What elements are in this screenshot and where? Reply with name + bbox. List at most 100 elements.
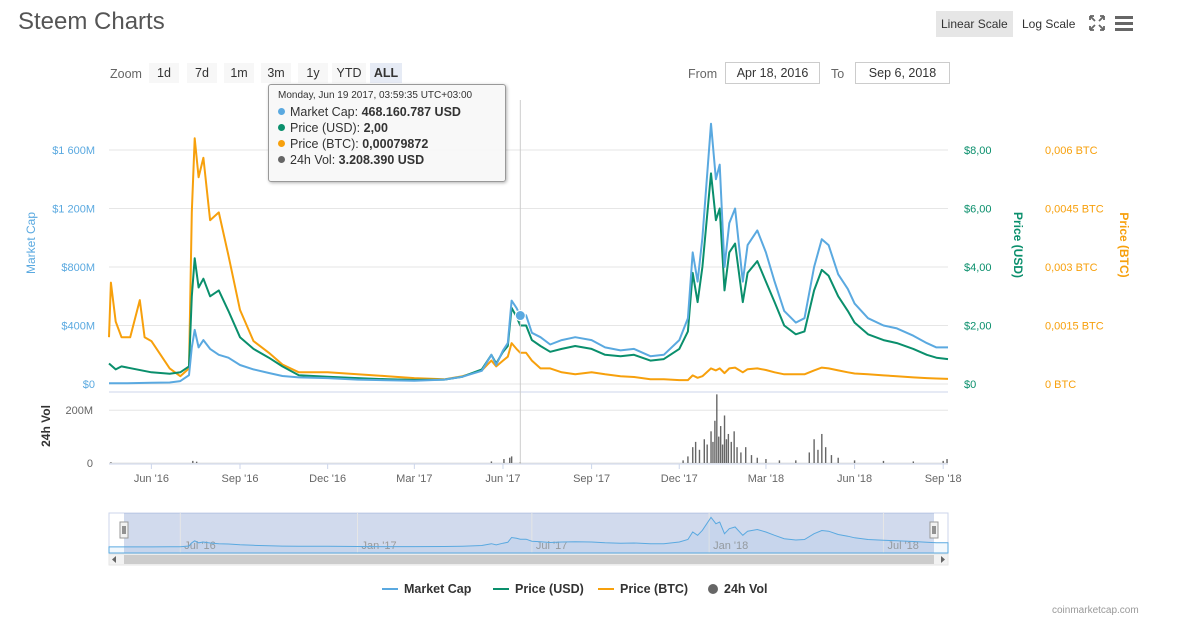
volume-bar <box>490 461 493 463</box>
to-date-input[interactable]: Sep 6, 2018 <box>855 62 950 84</box>
market-cap-tick-label: $1 600M <box>52 145 95 157</box>
zoom-button-7d[interactable]: 7d <box>187 63 217 83</box>
page-title: Steem Charts <box>18 8 165 35</box>
legend-label: 24h Vol <box>724 582 768 596</box>
volume-bar <box>778 460 781 463</box>
volume-bar <box>821 433 823 463</box>
volume-bar <box>110 462 112 463</box>
legend-label: Market Cap <box>404 582 472 596</box>
scrollbar-thumb[interactable] <box>124 555 934 564</box>
zoom-label: Zoom <box>110 67 142 81</box>
volume-bar <box>745 447 747 463</box>
price-usd-dot-icon <box>278 124 285 132</box>
series-line-price-usd <box>108 172 949 381</box>
navigator-tick-label: Jan '17 <box>362 540 397 552</box>
tooltip-value: 2,00 <box>363 121 388 135</box>
legend-item[interactable]: 24h Vol <box>708 581 768 597</box>
volume-bar <box>733 431 735 463</box>
log-scale-button[interactable]: Log Scale <box>1022 17 1076 31</box>
volume-bar <box>830 455 833 463</box>
linear-scale-button[interactable]: Linear Scale <box>936 11 1013 37</box>
volume-bar <box>942 460 944 463</box>
price-btc-tick-label: 0 BTC <box>1045 379 1076 391</box>
tooltip-market-cap: Market Cap: 468.160.787 USD <box>278 105 461 120</box>
price-btc-tick-label: 0,0045 BTC <box>1045 204 1104 216</box>
price-btc-axis-title: Price (BTC) <box>1117 212 1131 277</box>
scroll-left-arrow-icon[interactable] <box>112 556 116 563</box>
navigator-tick-label: Jul '18 <box>887 540 918 552</box>
scroll-right-arrow-icon[interactable] <box>941 556 945 563</box>
volume-bar <box>692 447 694 463</box>
volume-bar <box>703 439 705 463</box>
volume-bar <box>721 444 724 463</box>
zoom-button-3m[interactable]: 3m <box>261 63 291 83</box>
x-tick-label: Sep '17 <box>573 473 610 485</box>
legend-item[interactable]: Price (USD) <box>493 581 584 597</box>
x-tick-label: Sep '16 <box>222 473 259 485</box>
to-label: To <box>831 67 845 81</box>
fullscreen-icon[interactable] <box>1088 14 1106 32</box>
price-btc-dot-icon <box>278 140 285 148</box>
price-usd-tick-label: $4,00 <box>964 262 992 274</box>
tooltip-volume: 24h Vol: 3.208.390 USD <box>278 153 424 168</box>
price-btc-tick-label: 0,003 BTC <box>1045 262 1098 274</box>
tooltip-label: Market Cap: <box>290 105 362 119</box>
navigator-tick-label: Jul '17 <box>536 540 567 552</box>
market-cap-tick-label: $1 200M <box>52 204 95 216</box>
zoom-button-1y[interactable]: 1y <box>298 63 328 83</box>
price-usd-tick-label: $6,00 <box>964 204 992 216</box>
volume-bar <box>714 420 716 463</box>
volume-bar <box>756 457 758 463</box>
credits-link[interactable]: coinmarketcap.com <box>1052 605 1139 616</box>
navigator-handle-box <box>929 521 939 539</box>
menu-icon[interactable] <box>1114 14 1133 32</box>
volume-bar <box>817 449 819 463</box>
legend-line-icon <box>382 587 398 590</box>
navigator-mask <box>124 513 934 553</box>
volume-bar <box>882 460 885 463</box>
navigator-handle[interactable] <box>929 521 939 539</box>
volume-bar <box>853 460 856 463</box>
x-tick-label: Mar '18 <box>748 473 784 485</box>
legend-line-icon <box>598 587 614 590</box>
zoom-button-all[interactable]: ALL <box>370 63 402 83</box>
volume-bar <box>718 436 720 463</box>
legend-line-icon <box>493 587 509 590</box>
volume-bar <box>725 439 728 463</box>
volume-bar <box>765 459 767 463</box>
volume-axis-title: 24h Vol <box>39 405 53 447</box>
price-btc-tick-label: 0,0015 BTC <box>1045 321 1104 333</box>
volume-bar <box>727 433 730 463</box>
navigator-frame <box>108 512 949 554</box>
volume-bar <box>192 460 194 463</box>
navigator-handle-box <box>119 521 129 539</box>
volume-bar <box>750 455 753 463</box>
volume-bar <box>710 431 712 463</box>
legend-item[interactable]: Market Cap <box>382 581 471 597</box>
zoom-button-1m[interactable]: 1m <box>224 63 254 83</box>
x-tick-label: Sep '18 <box>925 473 962 485</box>
tooltip-value: 0,00079872 <box>362 137 429 151</box>
volume-bar <box>706 444 708 463</box>
zoom-button-1d[interactable]: 1d <box>149 63 179 83</box>
from-date-input[interactable]: Apr 18, 2016 <box>725 62 820 84</box>
volume-bar <box>687 456 689 463</box>
x-tick-label: Dec '17 <box>661 473 698 485</box>
market-cap-dot-icon <box>278 108 285 116</box>
volume-tick-label: 0 <box>87 458 93 470</box>
zoom-button-ytd[interactable]: YTD <box>332 63 366 83</box>
legend-dot-icon <box>708 583 718 594</box>
series-line-price-btc <box>108 137 949 382</box>
legend-label: Price (BTC) <box>620 582 689 596</box>
x-tick-label: Dec '16 <box>309 473 346 485</box>
navigator-handle[interactable] <box>119 521 129 539</box>
volume-bar <box>509 457 511 463</box>
price-usd-axis-title: Price (USD) <box>1011 212 1025 278</box>
price-usd-tick-label: $8,00 <box>964 145 992 157</box>
volume-bar <box>712 441 714 463</box>
volume-bar <box>824 447 827 463</box>
volume-bar <box>195 461 198 463</box>
volume-bar <box>813 439 815 463</box>
legend-item[interactable]: Price (BTC) <box>598 581 688 597</box>
volume-tick-label: 200M <box>65 405 93 417</box>
